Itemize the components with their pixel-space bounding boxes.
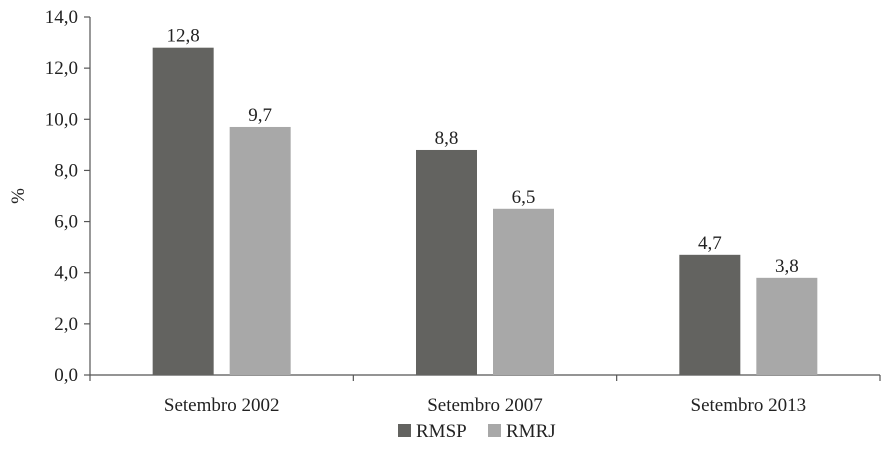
legend-swatch-rmrj bbox=[488, 424, 501, 437]
bar-rmrj bbox=[493, 208, 554, 375]
y-axis-title: % bbox=[8, 188, 29, 204]
legend: RMSP RMRJ bbox=[398, 421, 556, 442]
x-category-label: Setembro 2002 bbox=[164, 395, 280, 416]
y-axis: 0,0 2,0 4,0 6,0 8,0 10,0 12,0 14,0 bbox=[45, 7, 91, 386]
legend-swatch-rmsp bbox=[398, 424, 411, 437]
data-label: 12,8 bbox=[167, 26, 200, 47]
data-label: 6,5 bbox=[512, 187, 536, 208]
y-tick-label: 8,0 bbox=[54, 160, 78, 181]
y-tick-label: 12,0 bbox=[45, 58, 78, 79]
y-tick-label: 14,0 bbox=[45, 7, 78, 28]
bar-rmsp bbox=[679, 254, 741, 375]
data-label: 8,8 bbox=[435, 128, 459, 149]
y-tick-label: 4,0 bbox=[54, 263, 78, 284]
legend-label: RMSP bbox=[416, 421, 467, 442]
data-label: 3,8 bbox=[775, 256, 799, 277]
y-tick-label: 0,0 bbox=[54, 365, 78, 386]
legend-label: RMRJ bbox=[506, 421, 556, 442]
bar-rmrj bbox=[229, 126, 291, 375]
x-category-label: Setembro 2007 bbox=[427, 395, 543, 416]
y-tick-label: 2,0 bbox=[54, 314, 78, 335]
y-tick-label: 6,0 bbox=[54, 212, 78, 233]
data-label: 9,7 bbox=[248, 105, 272, 126]
bar-rmrj bbox=[756, 277, 818, 375]
x-axis: Setembro 2002 Setembro 2007 Setembro 2013 bbox=[89, 374, 881, 416]
bar-rmsp bbox=[152, 47, 214, 375]
x-category-label: Setembro 2013 bbox=[691, 395, 807, 416]
bar-rmsp bbox=[416, 149, 477, 375]
bars-group: 12,8 9,7 8,8 6,5 4,7 3,8 bbox=[152, 26, 818, 375]
data-label: 4,7 bbox=[698, 233, 722, 254]
y-tick-label: 10,0 bbox=[45, 109, 78, 130]
